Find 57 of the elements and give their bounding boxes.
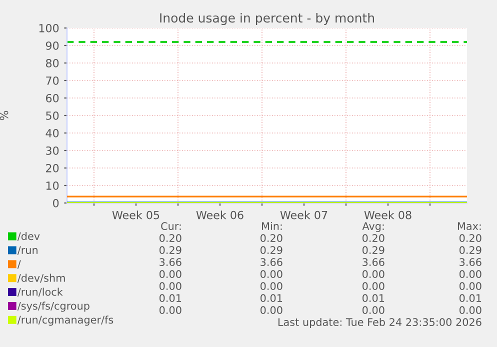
legend-label: / [17,260,21,269]
text: 0.00 [362,306,384,314]
y-axis-title: % [0,110,8,120]
text: 0.00 [260,306,282,314]
text: 0.01 [362,294,384,302]
text: 0.29 [459,246,482,254]
text: 0.20 [159,234,182,242]
legend-label: /dev/shm [17,274,65,283]
text: Last update: Tue Feb 24 23:35:00 2026 [278,318,482,328]
text: 0.00 [362,270,384,278]
text: Min: [262,222,282,230]
y-tick-label: 70 [46,76,59,85]
y-tick-label: 0 [53,198,59,208]
x-tick-label: Week 05 [112,210,160,220]
legend-label: /run/lock [17,288,63,297]
x-tick-label: Week 07 [280,210,328,220]
text: 3.66 [362,258,384,266]
text: Max: [458,222,481,230]
text: 3.66 [460,258,482,266]
text: 0.00 [260,282,282,290]
legend-label: /run [17,246,38,255]
y-tick-label: 90 [46,41,59,50]
text: 3.66 [260,258,282,266]
text: 3.66 [160,258,182,266]
text: 0.29 [362,246,384,254]
y-tick-label: 60 [46,94,59,102]
y-tick-label: 10 [46,181,59,190]
text: 0.20 [260,234,282,242]
legend-label: /sys/fs/cgroup [17,302,90,312]
text: 0.01 [159,294,182,302]
text: 0.00 [159,282,182,290]
text: 0.00 [159,270,182,278]
text: 0.00 [159,306,182,314]
text: 0.20 [459,234,482,242]
legend-label: /run/cgmanager/fs [17,316,114,326]
y-tick-label: 50 [46,111,59,120]
x-tick-label: Week 08 [364,210,412,220]
text: Avg: [362,222,384,232]
text: Cur: [161,222,181,230]
text: 0.00 [459,306,482,314]
text: 0.01 [260,294,282,302]
chart-title: Inode usage in percent - by month [160,12,374,26]
text: 0.00 [362,282,384,290]
text: 0.00 [459,282,482,290]
text: 0.00 [260,270,282,278]
y-tick-label: 100 [39,24,59,32]
legend-label: /dev [17,232,40,241]
y-tick-label: 30 [46,146,59,155]
y-tick-label: 40 [46,128,59,138]
text: 0.01 [459,294,482,302]
text: 0.29 [159,246,182,254]
text: 0.29 [260,246,282,254]
y-tick-label: 20 [46,164,59,172]
text: 0.00 [459,270,482,278]
text: 0.20 [362,234,384,242]
x-tick-label: Week 06 [196,210,244,220]
y-tick-label: 80 [46,58,59,68]
